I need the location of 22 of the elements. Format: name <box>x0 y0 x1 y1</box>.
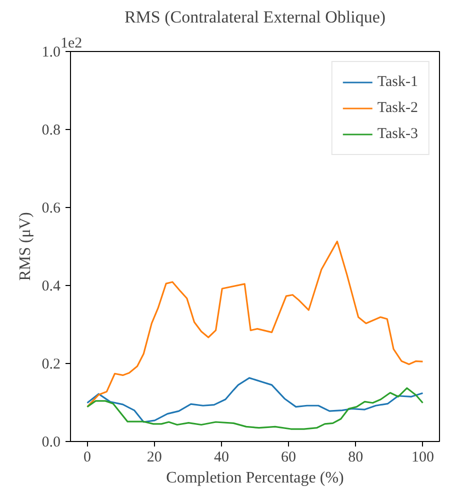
y-axis-title: RMS (μV) <box>16 212 34 281</box>
x-tick-label: 40 <box>214 450 229 466</box>
x-tick-label: 80 <box>348 450 364 466</box>
y-tick-label: 0.4 <box>42 278 61 294</box>
y-tick-label: 0.0 <box>42 434 60 450</box>
legend-label: Task-2 <box>377 100 418 116</box>
y-tick-label: 0.2 <box>42 356 60 372</box>
y-tick-label: 1.0 <box>42 44 60 60</box>
line-series <box>86 387 424 430</box>
y-tick-label: 0.6 <box>42 200 61 216</box>
line-series <box>86 240 424 408</box>
annotation: 1e2 <box>60 36 82 52</box>
x-tick-label: 20 <box>146 450 162 466</box>
legend-label: Task-1 <box>377 74 418 90</box>
chart-title: RMS (Contralateral External Oblique) <box>124 8 386 26</box>
x-tick-label: 100 <box>411 450 434 466</box>
legend-label: Task-3 <box>377 126 418 142</box>
y-tick-label: 0.8 <box>42 122 60 138</box>
x-tick-label: 0 <box>84 450 92 466</box>
x-axis-title: Completion Percentage (%) <box>166 470 344 486</box>
line-series <box>86 377 424 423</box>
x-tick-label: 60 <box>281 450 296 466</box>
